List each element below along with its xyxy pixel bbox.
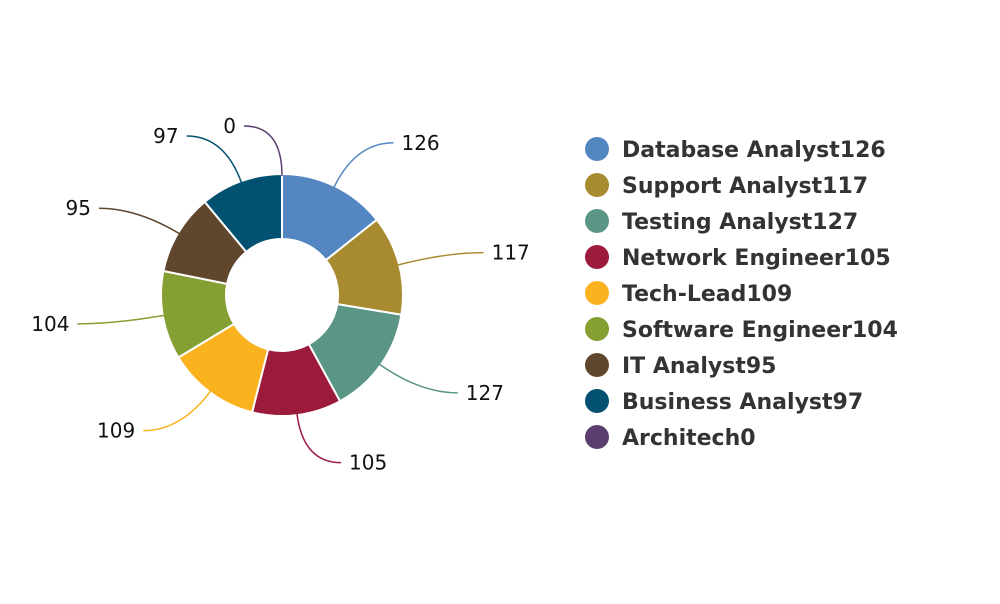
leader-line-architech: [243, 125, 283, 177]
legend-label-support-analyst: Support Analyst117: [622, 174, 868, 199]
data-label-tech-lead: 109: [97, 419, 135, 443]
leader-line-testing-analyst: [378, 363, 458, 394]
leader-lines-layer: [77, 125, 484, 464]
legend-item-software-engineer[interactable]: Software Engineer104: [585, 317, 898, 343]
legend-item-network-engineer[interactable]: Network Engineer105: [585, 245, 891, 271]
leader-line-business-analyst: [186, 135, 243, 184]
data-label-database-analyst: 126: [401, 131, 439, 155]
leader-line-tech-lead: [143, 390, 212, 432]
legend-item-support-analyst[interactable]: Support Analyst117: [585, 173, 868, 199]
leader-line-software-engineer: [77, 314, 165, 325]
legend-item-tech-lead[interactable]: Tech-Lead109: [585, 281, 792, 307]
leader-line-support-analyst: [397, 251, 484, 266]
legend-swatch-testing-analyst: [585, 209, 609, 233]
data-label-business-analyst: 97: [153, 124, 178, 148]
legend-label-architech: Architech0: [622, 426, 756, 451]
legend-swatch-software-engineer: [585, 317, 609, 341]
legend-swatch-support-analyst: [585, 173, 609, 197]
legend-label-testing-analyst: Testing Analyst127: [622, 210, 858, 235]
leader-line-network-engineer: [296, 412, 342, 464]
slices-layer: [160, 172, 404, 417]
legend-swatch-database-analyst: [585, 137, 609, 161]
legend-item-business-analyst[interactable]: Business Analyst97: [585, 389, 863, 415]
legend-item-it-analyst[interactable]: IT Analyst95: [585, 353, 777, 379]
data-label-testing-analyst: 127: [466, 381, 504, 405]
legend-label-business-analyst: Business Analyst97: [622, 390, 863, 415]
legend: Database Analyst126 Support Analyst117 Tes…: [585, 137, 898, 451]
legend-swatch-tech-lead: [585, 281, 609, 305]
data-label-software-engineer: 104: [31, 312, 69, 336]
legend-label-network-engineer: Network Engineer105: [622, 246, 891, 271]
legend-swatch-it-analyst: [585, 353, 609, 377]
legend-swatch-network-engineer: [585, 245, 609, 269]
data-label-architech: 0: [223, 114, 236, 138]
leader-line-it-analyst: [98, 207, 181, 235]
leader-line-database-analyst: [333, 142, 394, 189]
legend-item-database-analyst[interactable]: Database Analyst126: [585, 137, 886, 163]
legend-item-architech[interactable]: Architech0: [585, 425, 756, 451]
legend-label-database-analyst: Database Analyst126: [622, 138, 886, 163]
legend-swatch-business-analyst: [585, 389, 609, 413]
data-label-support-analyst: 117: [492, 241, 530, 265]
data-labels-layer: 126 117 127 105 109 104 95 97 0: [31, 114, 529, 475]
legend-label-it-analyst: IT Analyst95: [622, 354, 777, 379]
legend-swatch-architech: [585, 425, 609, 449]
data-label-network-engineer: 105: [349, 451, 387, 475]
legend-label-tech-lead: Tech-Lead109: [622, 282, 792, 307]
data-label-it-analyst: 95: [66, 196, 91, 220]
legend-item-testing-analyst[interactable]: Testing Analyst127: [585, 209, 858, 235]
legend-label-software-engineer: Software Engineer104: [622, 318, 898, 343]
